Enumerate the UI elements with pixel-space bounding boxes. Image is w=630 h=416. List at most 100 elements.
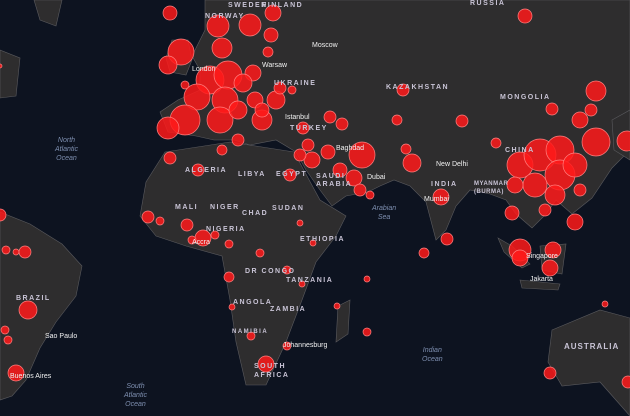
case-bubble[interactable]	[3, 335, 13, 345]
case-bubble[interactable]	[545, 102, 559, 116]
case-bubble[interactable]	[18, 245, 32, 259]
case-bubble[interactable]	[228, 100, 248, 120]
case-bubble[interactable]	[365, 190, 375, 200]
case-bubble[interactable]	[522, 172, 548, 198]
case-bubble[interactable]	[432, 188, 450, 206]
case-bubble[interactable]	[353, 183, 367, 197]
case-bubble[interactable]	[0, 63, 3, 69]
case-bubble[interactable]	[257, 355, 275, 373]
case-bubble[interactable]	[296, 121, 310, 135]
case-bubble[interactable]	[544, 241, 562, 259]
case-bubble[interactable]	[511, 249, 529, 267]
case-bubble[interactable]	[332, 162, 348, 178]
case-bubble[interactable]	[490, 137, 502, 149]
case-bubble[interactable]	[544, 184, 566, 206]
case-bubble[interactable]	[584, 103, 598, 117]
case-bubble[interactable]	[581, 127, 611, 157]
case-bubble[interactable]	[573, 183, 587, 197]
case-bubble[interactable]	[396, 83, 410, 97]
case-bubble[interactable]	[455, 114, 469, 128]
case-bubble[interactable]	[506, 176, 524, 194]
case-bubble[interactable]	[246, 331, 256, 341]
case-bubble[interactable]	[263, 27, 279, 43]
case-bubble[interactable]	[504, 205, 520, 221]
case-bubble[interactable]	[255, 248, 265, 258]
case-bubble[interactable]	[0, 325, 10, 335]
case-bubble[interactable]	[183, 83, 211, 111]
country-label: ZAMBIA	[270, 306, 307, 313]
case-bubble[interactable]	[601, 300, 609, 308]
case-bubble[interactable]	[296, 219, 304, 227]
case-bubble[interactable]	[206, 106, 234, 134]
case-bubble[interactable]	[391, 114, 403, 126]
case-bubble[interactable]	[303, 151, 321, 169]
case-bubble[interactable]	[191, 163, 205, 177]
case-bubble[interactable]	[264, 4, 282, 22]
country-label: ANGOLA	[233, 299, 273, 306]
case-bubble[interactable]	[210, 230, 220, 240]
case-bubble[interactable]	[211, 37, 233, 59]
case-bubble[interactable]	[309, 239, 317, 247]
case-bubble[interactable]	[301, 138, 315, 152]
case-bubble[interactable]	[224, 239, 234, 249]
case-bubble[interactable]	[1, 245, 11, 255]
case-bubble[interactable]	[585, 80, 607, 102]
case-bubble[interactable]	[418, 247, 430, 259]
case-bubble[interactable]	[216, 144, 228, 156]
case-bubble[interactable]	[562, 152, 588, 178]
case-bubble[interactable]	[440, 232, 454, 246]
case-bubble[interactable]	[0, 208, 7, 222]
country-label: ETHIOPIA	[300, 236, 346, 243]
case-bubble[interactable]	[323, 110, 337, 124]
case-bubble[interactable]	[400, 143, 412, 155]
case-bubble[interactable]	[180, 80, 190, 90]
case-bubble[interactable]	[187, 235, 197, 245]
case-bubble[interactable]	[158, 55, 178, 75]
case-bubble[interactable]	[155, 216, 165, 226]
case-bubble[interactable]	[231, 133, 245, 147]
case-bubble[interactable]	[262, 46, 274, 58]
case-bubble[interactable]	[18, 300, 38, 320]
case-bubble[interactable]	[335, 117, 349, 131]
case-bubble[interactable]	[363, 275, 371, 283]
case-bubble[interactable]	[538, 203, 552, 217]
case-bubble[interactable]	[206, 14, 230, 38]
case-bubble[interactable]	[238, 13, 262, 37]
case-bubble[interactable]	[348, 141, 376, 169]
case-bubble[interactable]	[287, 85, 297, 95]
case-bubble[interactable]	[543, 366, 557, 380]
case-bubble[interactable]	[12, 248, 20, 256]
case-bubble[interactable]	[541, 259, 559, 277]
case-bubble[interactable]	[333, 302, 341, 310]
case-bubble[interactable]	[345, 169, 363, 187]
case-bubble[interactable]	[298, 280, 306, 288]
case-bubble[interactable]	[156, 116, 180, 140]
case-bubble[interactable]	[320, 144, 336, 160]
case-bubble[interactable]	[517, 8, 533, 24]
case-bubble[interactable]	[566, 213, 584, 231]
case-bubble[interactable]	[293, 148, 307, 162]
case-bubble[interactable]	[362, 327, 372, 337]
case-bubble[interactable]	[162, 5, 178, 21]
case-bubble[interactable]	[621, 375, 630, 389]
madagascar-land	[335, 299, 351, 343]
case-bubble[interactable]	[233, 73, 253, 93]
country-label: BRAZIL	[16, 295, 51, 302]
case-bubble[interactable]	[228, 303, 236, 311]
case-bubble[interactable]	[616, 130, 630, 152]
case-bubble[interactable]	[141, 210, 155, 224]
case-bubble[interactable]	[571, 111, 589, 129]
case-bubble[interactable]	[7, 364, 25, 382]
case-bubble[interactable]	[273, 81, 287, 95]
case-bubble[interactable]	[283, 168, 297, 182]
case-bubble[interactable]	[163, 151, 177, 165]
ocean-label: North Atlantic Ocean	[55, 137, 78, 162]
case-bubble[interactable]	[223, 271, 235, 283]
case-bubble[interactable]	[254, 102, 270, 118]
country-label: TURKEY	[290, 125, 328, 132]
case-bubble[interactable]	[282, 341, 292, 351]
case-bubble[interactable]	[402, 153, 422, 173]
case-bubble[interactable]	[282, 265, 292, 275]
case-bubble[interactable]	[180, 218, 194, 232]
